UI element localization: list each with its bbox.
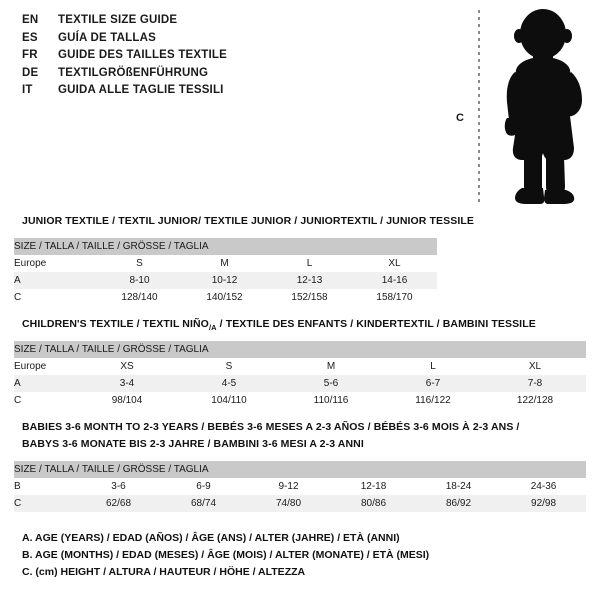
junior-c-s: 128/140 xyxy=(97,289,182,306)
legend-line-b: B. AGE (MONTHS) / EDAD (MESES) / ÂGE (MO… xyxy=(22,549,430,561)
language-title-en: TEXTILE SIZE GUIDE xyxy=(58,14,178,26)
height-measure-label: C xyxy=(456,112,464,124)
language-code-es: ES xyxy=(22,31,38,44)
children-row-europe-label: Europe xyxy=(14,358,76,375)
language-title-block: EN TEXTILE SIZE GUIDE ES GUÍA DE TALLAS … xyxy=(22,14,422,102)
junior-table-band-row: SIZE / TALLA / TAILLE / GRÖSSE / TAGLIA xyxy=(14,238,437,255)
children-europe-s: S xyxy=(178,358,280,375)
children-row-europe: Europe XS S M L XL xyxy=(14,358,586,375)
babies-row-b-label: B xyxy=(14,478,76,495)
children-europe-xl: XL xyxy=(484,358,586,375)
junior-c-l: 152/158 xyxy=(267,289,352,306)
babies-c-col4: 80/86 xyxy=(331,495,416,512)
language-row-fr: FR GUIDE DES TAILLES TEXTILE xyxy=(22,49,422,67)
babies-c-col2: 68/74 xyxy=(161,495,246,512)
language-code-en: EN xyxy=(22,14,39,26)
children-europe-xs: XS xyxy=(76,358,178,375)
children-europe-m: M xyxy=(280,358,382,375)
children-size-table: SIZE / TALLA / TAILLE / GRÖSSE / TAGLIA … xyxy=(14,341,586,409)
junior-row-c: C 128/140 140/152 152/158 158/170 xyxy=(14,289,437,306)
children-c-xs: 98/104 xyxy=(76,392,178,409)
children-a-l: 6-7 xyxy=(382,375,484,392)
language-title-fr: GUIDE DES TAILLES TEXTILE xyxy=(58,49,227,61)
junior-europe-m: M xyxy=(182,255,267,272)
babies-c-col1: 62/68 xyxy=(76,495,161,512)
junior-c-xl: 158/170 xyxy=(352,289,437,306)
children-table-band-row: SIZE / TALLA / TAILLE / GRÖSSE / TAGLIA xyxy=(14,341,586,358)
language-row-it: IT GUIDA ALLE TAGLIE TESSILI xyxy=(22,84,422,102)
junior-band-label: SIZE / TALLA / TAILLE / GRÖSSE / TAGLIA xyxy=(14,238,437,255)
children-band-label: SIZE / TALLA / TAILLE / GRÖSSE / TAGLIA xyxy=(14,341,586,358)
junior-row-a: A 8-10 10-12 12-13 14-16 xyxy=(14,272,437,289)
junior-section-title: JUNIOR TEXTILE / TEXTIL JUNIOR/ TEXTILE … xyxy=(22,215,474,227)
height-dashed-line xyxy=(478,10,480,206)
junior-europe-s: S xyxy=(97,255,182,272)
babies-section-title-line1: BABIES 3-6 MONTH TO 2-3 YEARS / BEBÉS 3-… xyxy=(22,421,520,433)
children-europe-l: L xyxy=(382,358,484,375)
junior-a-m: 10-12 xyxy=(182,272,267,289)
junior-europe-l: L xyxy=(267,255,352,272)
babies-table-band-row: SIZE / TALLA / TAILLE / GRÖSSE / TAGLIA xyxy=(14,461,587,478)
babies-c-col3: 74/80 xyxy=(246,495,331,512)
babies-section-title-line2: BABYS 3-6 MONATE BIS 2-3 JAHRE / BAMBINI… xyxy=(22,438,364,450)
junior-c-m: 140/152 xyxy=(182,289,267,306)
children-row-c-label: C xyxy=(14,392,76,409)
language-code-fr: FR xyxy=(22,49,38,61)
children-a-xl: 7-8 xyxy=(484,375,586,392)
children-row-a-label: A xyxy=(14,375,76,392)
language-code-de: DE xyxy=(22,66,39,79)
language-title-it: GUIDA ALLE TAGLIE TESSILI xyxy=(58,84,224,96)
toddler-silhouette-icon xyxy=(488,8,598,213)
children-c-s: 104/110 xyxy=(178,392,280,409)
babies-size-table: SIZE / TALLA / TAILLE / GRÖSSE / TAGLIA … xyxy=(14,461,587,512)
babies-c-col6: 92/98 xyxy=(501,495,587,512)
babies-c-col5: 86/92 xyxy=(416,495,501,512)
junior-row-europe-label: Europe xyxy=(14,255,97,272)
babies-row-b: B 3-6 6-9 9-12 12-18 18-24 24-36 xyxy=(14,478,587,495)
junior-a-s: 8-10 xyxy=(97,272,182,289)
children-c-xl: 122/128 xyxy=(484,392,586,409)
babies-b-col5: 18-24 xyxy=(416,478,501,495)
junior-size-table: SIZE / TALLA / TAILLE / GRÖSSE / TAGLIA … xyxy=(14,238,437,306)
language-title-de: TEXTILGRÖßENFÜHRUNG xyxy=(58,66,209,79)
legend-line-c: C. (cm) HEIGHT / ALTURA / HAUTEUR / HÖHE… xyxy=(22,566,306,578)
children-row-a: A 3-4 4-5 5-6 6-7 7-8 xyxy=(14,375,586,392)
language-row-en: EN TEXTILE SIZE GUIDE xyxy=(22,14,422,32)
babies-b-col2: 6-9 xyxy=(161,478,246,495)
children-a-xs: 3-4 xyxy=(76,375,178,392)
children-row-c: C 98/104 104/110 110/116 116/122 122/128 xyxy=(14,392,586,409)
children-title-sub: /A xyxy=(208,323,217,333)
language-title-es: GUÍA DE TALLAS xyxy=(58,31,156,44)
junior-row-europe: Europe S M L XL xyxy=(14,255,437,272)
babies-b-col3: 9-12 xyxy=(246,478,331,495)
babies-b-col6: 24-36 xyxy=(501,478,587,495)
junior-row-a-label: A xyxy=(14,272,97,289)
junior-a-xl: 14-16 xyxy=(352,272,437,289)
language-row-de: DE TEXTILGRÖßENFÜHRUNG xyxy=(22,67,422,85)
babies-row-c-label: C xyxy=(14,495,76,512)
language-row-es: ES GUÍA DE TALLAS xyxy=(22,32,422,50)
children-title-pre: CHILDREN'S TEXTILE / TEXTIL NIÑO xyxy=(22,318,209,330)
children-section-title: CHILDREN'S TEXTILE / TEXTIL NIÑO/A / TEX… xyxy=(22,318,536,332)
babies-band-label: SIZE / TALLA / TAILLE / GRÖSSE / TAGLIA xyxy=(14,461,587,478)
height-measurement-figure: C xyxy=(440,8,600,208)
children-c-m: 110/116 xyxy=(280,392,382,409)
junior-row-c-label: C xyxy=(14,289,97,306)
babies-row-c: C 62/68 68/74 74/80 80/86 86/92 92/98 xyxy=(14,495,587,512)
junior-a-l: 12-13 xyxy=(267,272,352,289)
children-a-s: 4-5 xyxy=(178,375,280,392)
legend-line-a: A. AGE (YEARS) / EDAD (AÑOS) / ÂGE (ANS)… xyxy=(22,532,400,544)
babies-b-col1: 3-6 xyxy=(76,478,161,495)
junior-europe-xl: XL xyxy=(352,255,437,272)
legend-block: A. AGE (YEARS) / EDAD (AÑOS) / ÂGE (ANS)… xyxy=(22,530,429,581)
children-title-post: / TEXTILE DES ENFANTS / KINDERTEXTIL / B… xyxy=(216,318,536,330)
children-c-l: 116/122 xyxy=(382,392,484,409)
babies-b-col4: 12-18 xyxy=(331,478,416,495)
language-code-it: IT xyxy=(22,84,33,96)
children-a-m: 5-6 xyxy=(280,375,382,392)
